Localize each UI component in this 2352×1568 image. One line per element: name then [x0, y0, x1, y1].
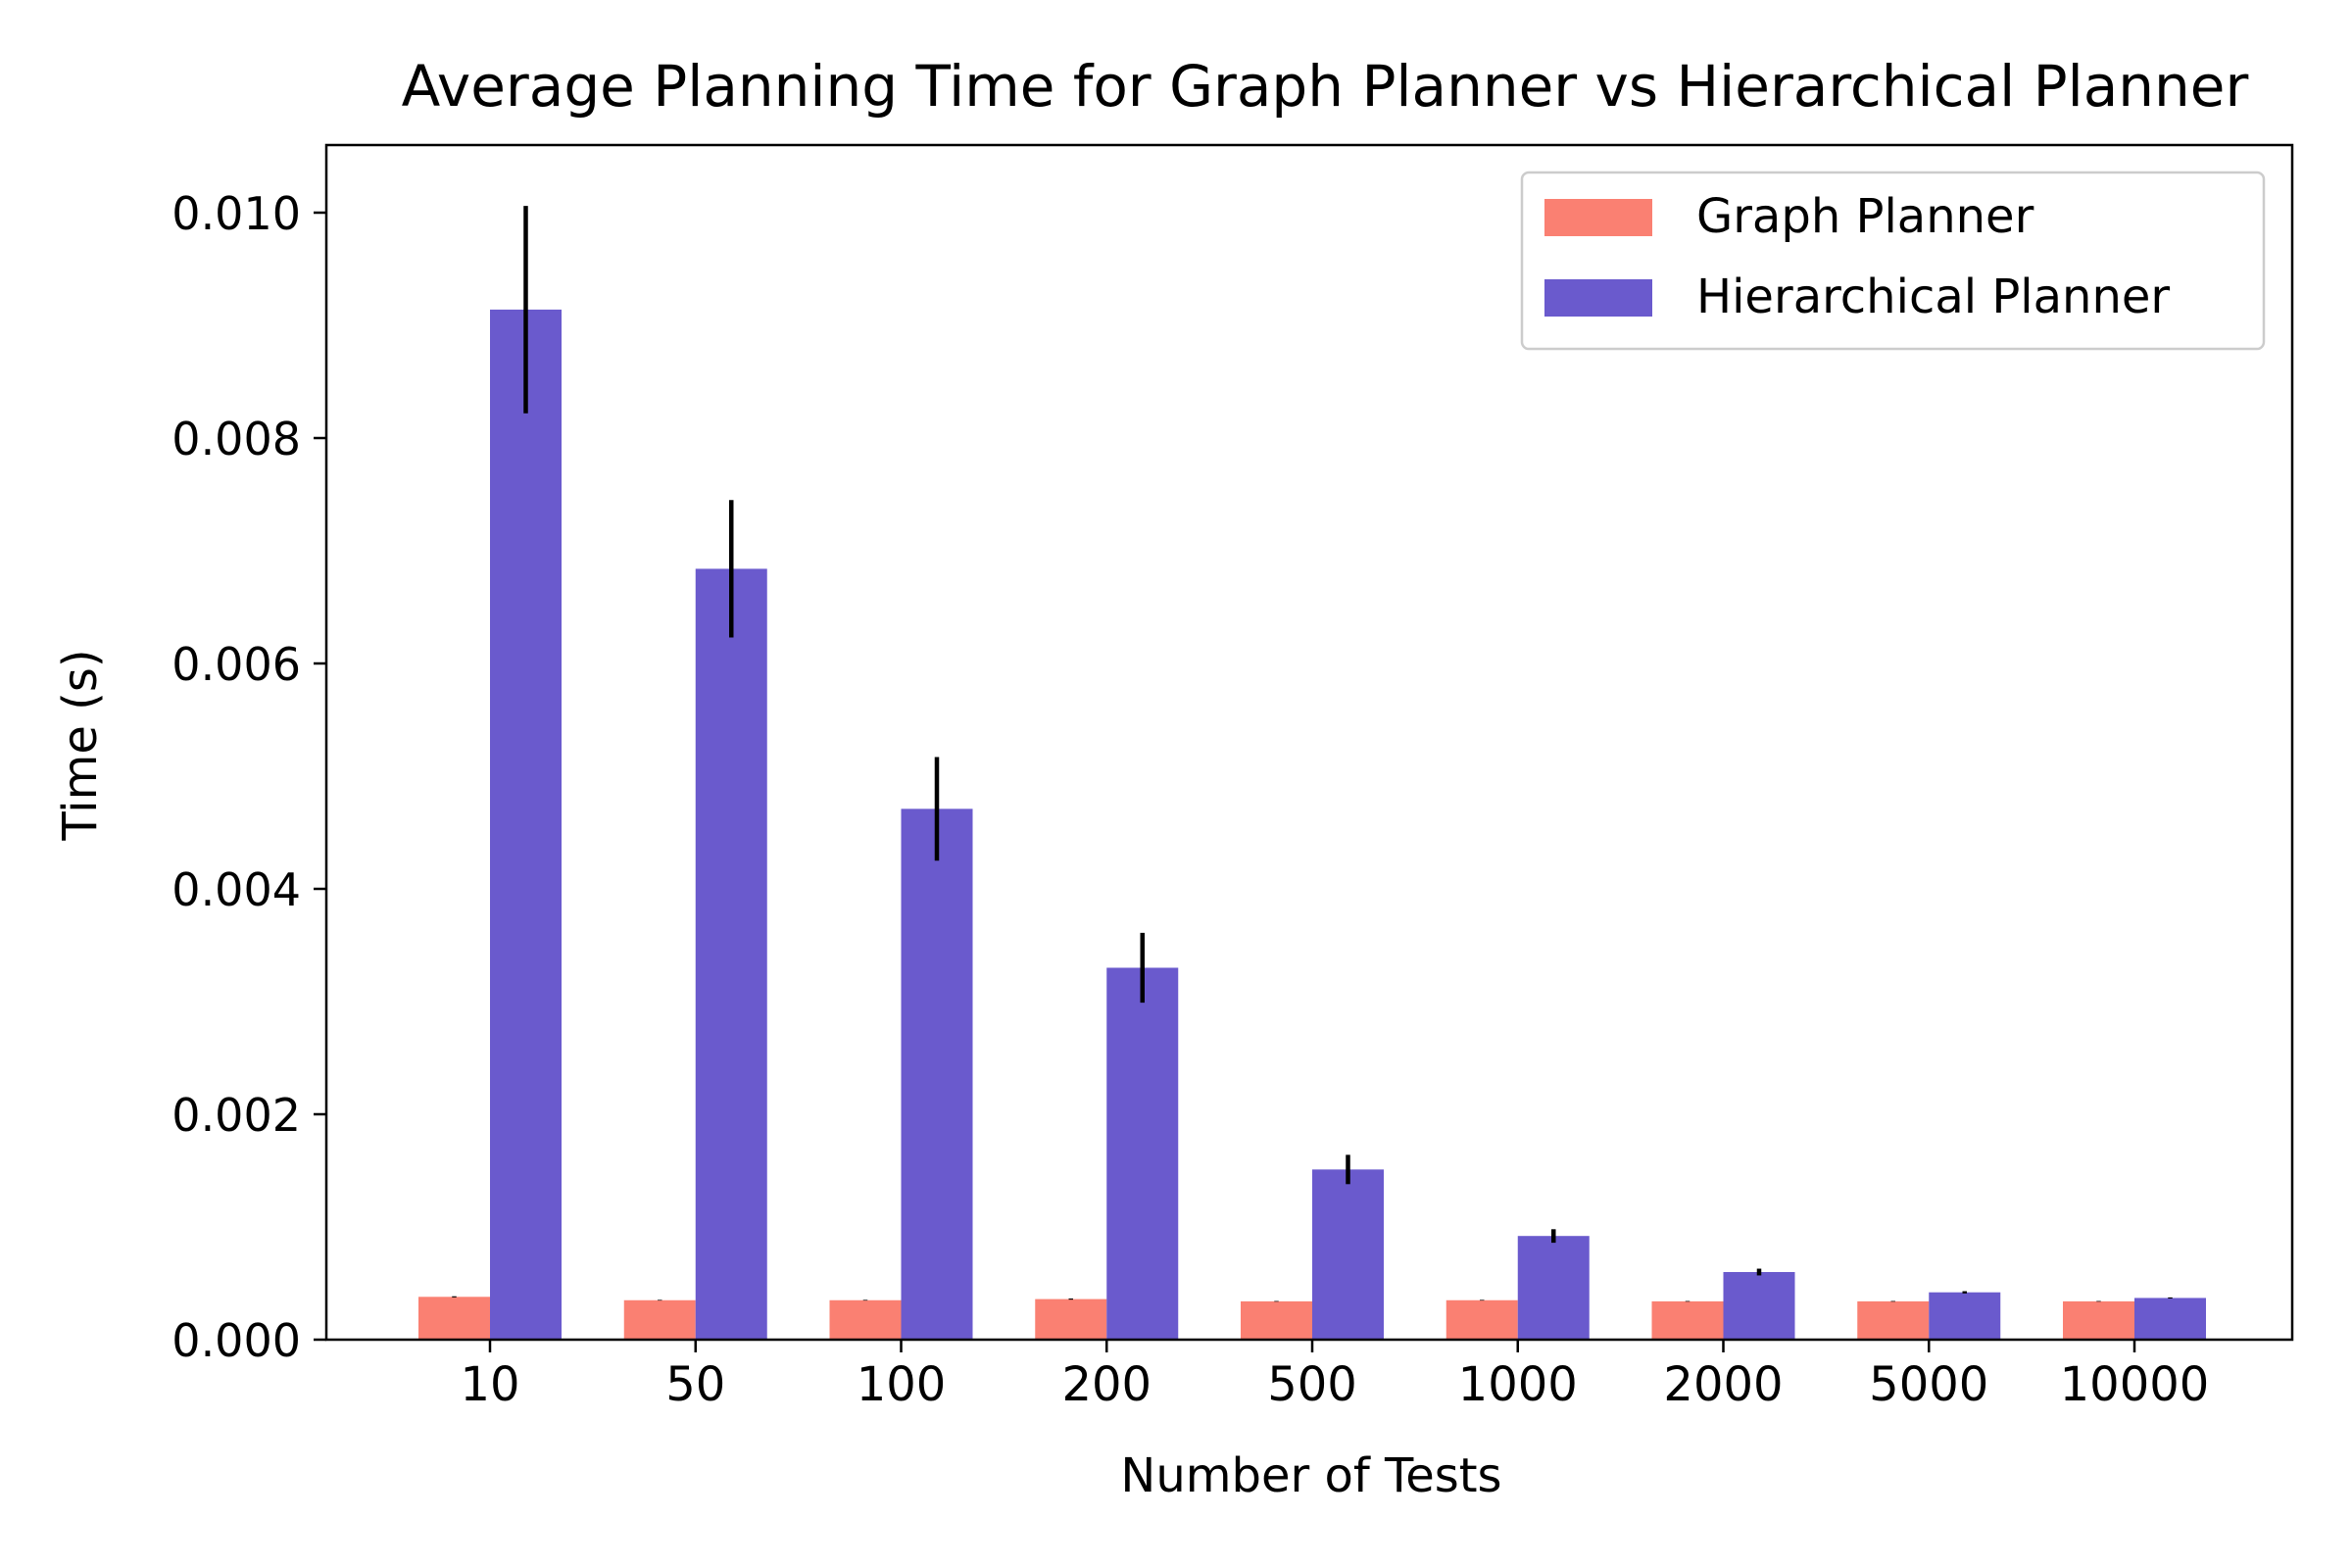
- y-tick-label: 0.006: [172, 638, 301, 691]
- chart-title: Average Planning Time for Graph Planner …: [402, 53, 2249, 120]
- bar-hierarchical-200: [1106, 967, 1179, 1340]
- bar-hierarchical-5000: [1929, 1292, 2001, 1340]
- y-tick-label: 0.004: [172, 863, 301, 916]
- x-tick-label: 2000: [1663, 1357, 1783, 1412]
- bar-graph-50: [623, 1299, 696, 1340]
- x-tick-label: 50: [665, 1357, 725, 1412]
- y-tick-label: 0.000: [172, 1314, 301, 1367]
- bar-graph-10: [418, 1297, 490, 1340]
- legend-label-graph: Graph Planner: [1696, 189, 2034, 244]
- bar-graph-10000: [2063, 1300, 2134, 1340]
- legend-label-hierarchical: Hierarchical Planner: [1696, 270, 2170, 324]
- y-tick-label: 0.010: [172, 187, 301, 240]
- bar-hierarchical-10000: [2134, 1298, 2206, 1340]
- x-axis-label: Number of Tests: [1120, 1448, 1501, 1503]
- plot-area: 0.000 0.002 0.004 0.006 0.008 0.010 10 50 100 200…: [172, 143, 2294, 1412]
- bar-hierarchical-50: [695, 568, 767, 1340]
- x-tick-label: 5000: [1869, 1357, 1988, 1412]
- bar-hierarchical-1000: [1517, 1236, 1590, 1340]
- x-tick-label: 500: [1267, 1357, 1357, 1412]
- legend-swatch-hierarchical: [1544, 279, 1652, 317]
- bar-graph-200: [1035, 1298, 1107, 1340]
- legend-box: [1520, 171, 2266, 351]
- plot-frame: [324, 143, 2294, 1342]
- legend: Graph Planner Hierarchical Planner: [1520, 171, 2266, 351]
- bar-graph-100: [829, 1299, 902, 1340]
- bar-hierarchical-2000: [1723, 1272, 1795, 1340]
- x-tick-label: 10: [460, 1357, 519, 1412]
- bar-graph-500: [1241, 1300, 1312, 1340]
- x-tick-label: 10000: [2060, 1357, 2210, 1412]
- y-tick-label: 0.002: [172, 1089, 301, 1142]
- bar-graph-2000: [1651, 1300, 1724, 1340]
- bar-hierarchical-500: [1312, 1169, 1384, 1340]
- x-tick-label: 100: [857, 1357, 947, 1412]
- x-tick-label: 200: [1061, 1357, 1152, 1412]
- y-axis-label: Time (s): [53, 649, 108, 841]
- bar-hierarchical-10: [490, 309, 562, 1340]
- bar-graph-5000: [1857, 1300, 1930, 1340]
- x-tick-label: 1000: [1458, 1357, 1578, 1412]
- bar-hierarchical-100: [901, 808, 973, 1340]
- y-tick-label: 0.008: [172, 413, 301, 466]
- bar-graph-1000: [1446, 1299, 1518, 1340]
- legend-swatch-graph: [1544, 199, 1652, 236]
